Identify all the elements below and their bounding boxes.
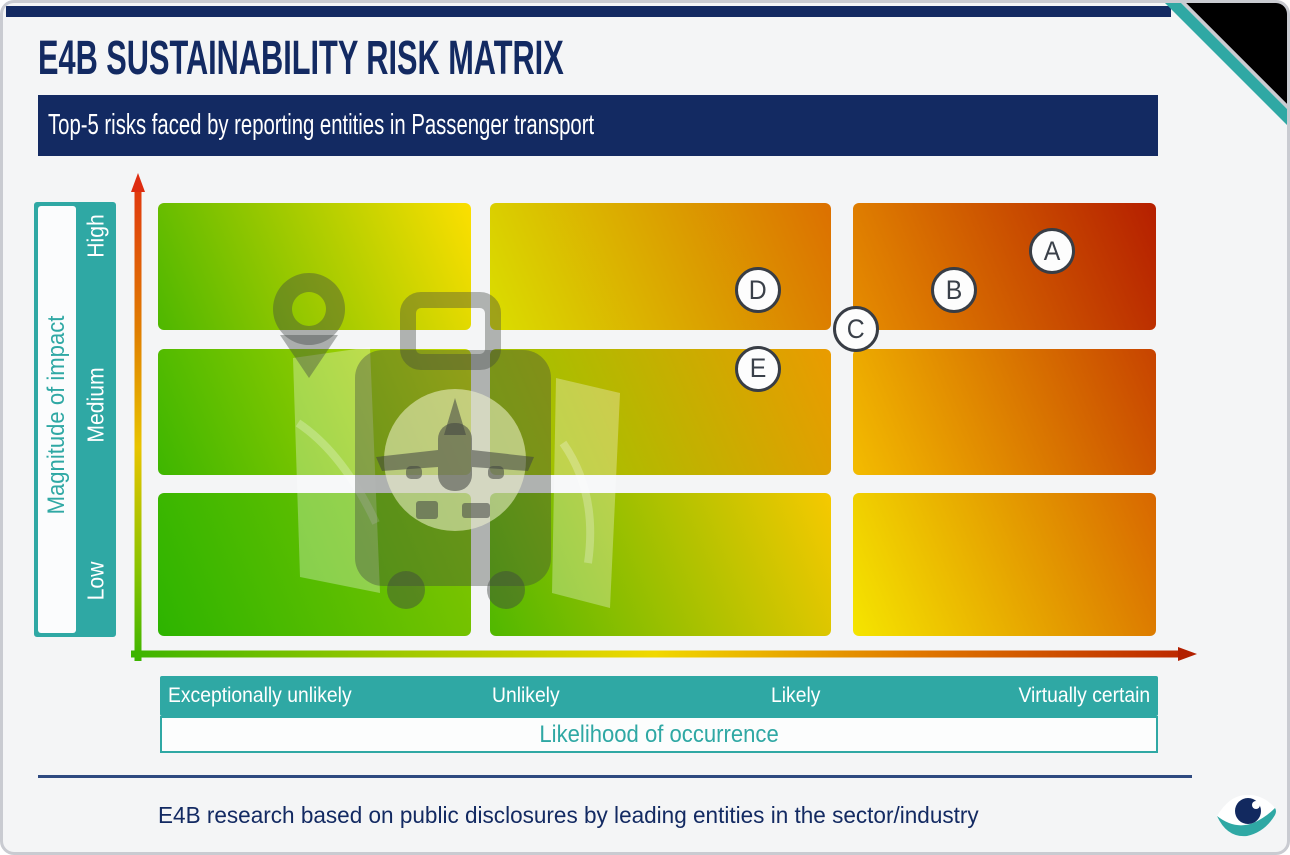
risk-marker-label: C [846, 313, 865, 344]
x-axis-title-box: Likelihood of occurrence [160, 716, 1158, 753]
y-axis-arrow [131, 173, 145, 661]
y-tick-high: High [82, 214, 109, 258]
risk-marker-E: E [734, 345, 781, 392]
y-axis-title: Magnitude of impact [43, 315, 70, 515]
matrix-cell [853, 349, 1156, 475]
y-tick-low: Low [82, 561, 109, 601]
footer-divider [38, 775, 1192, 778]
subtitle-text: Top-5 risks faced by reporting entities … [48, 109, 595, 141]
risk-marker-D: D [734, 267, 781, 314]
risk-marker-A: A [1029, 228, 1076, 275]
matrix-cell [490, 203, 831, 330]
risk-marker-C: C [832, 306, 879, 352]
x-axis: Exceptionally unlikely Unlikely Likely V… [160, 676, 1158, 716]
matrix-grid: A B C D E [158, 203, 1156, 636]
x-tick-virtually-certain: Virtually certain [1018, 684, 1150, 707]
y-axis-title-box [38, 206, 76, 633]
x-tick-exceptionally-unlikely: Exceptionally unlikely [168, 684, 352, 707]
x-axis-title: Likelihood of occurrence [539, 720, 779, 748]
y-tick-medium: Medium [82, 367, 109, 443]
footer-note: E4B research based on public disclosures… [158, 802, 979, 828]
x-tick-unlikely: Unlikely [492, 684, 560, 707]
x-tick-likely: Likely [771, 684, 821, 707]
y-axis: Magnitude of impact High Medium Low [34, 202, 116, 637]
risk-marker-layer: A B C D E [158, 203, 1156, 636]
risk-marker-label: A [1043, 235, 1061, 266]
eye-highlight [1252, 801, 1260, 809]
matrix-cell [490, 493, 831, 636]
corner-fold-decoration [1165, 3, 1287, 125]
top-accent-bar [6, 6, 1171, 17]
risk-marker-label: E [749, 353, 767, 384]
matrix-cell [158, 203, 471, 330]
matrix-cell [853, 203, 1156, 330]
risk-marker-B: B [931, 267, 978, 314]
risk-marker-label: B [946, 274, 963, 305]
subtitle-bar: Top-5 risks faced by reporting entities … [38, 95, 1158, 156]
risk-marker-label: D [748, 274, 767, 305]
x-axis-arrow [131, 647, 1197, 661]
matrix-cell [853, 493, 1156, 636]
page-title: E4B SUSTAINABILITY RISK MATRIX [38, 32, 564, 85]
eye-lower-lid [1217, 808, 1276, 837]
e4b-eye-logo [1217, 794, 1276, 837]
